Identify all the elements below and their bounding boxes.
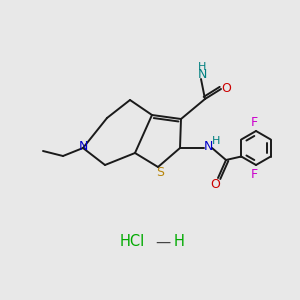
Text: F: F [250,116,258,128]
Text: N: N [203,140,213,154]
Text: H: H [174,235,184,250]
Text: S: S [156,166,164,178]
Text: O: O [221,82,231,94]
Text: O: O [210,178,220,190]
Text: —: — [155,235,171,250]
Text: H: H [212,136,220,146]
Text: N: N [78,140,88,154]
Text: N: N [197,68,207,80]
Text: HCl: HCl [119,235,145,250]
Text: H: H [198,62,206,72]
Text: F: F [250,167,258,181]
